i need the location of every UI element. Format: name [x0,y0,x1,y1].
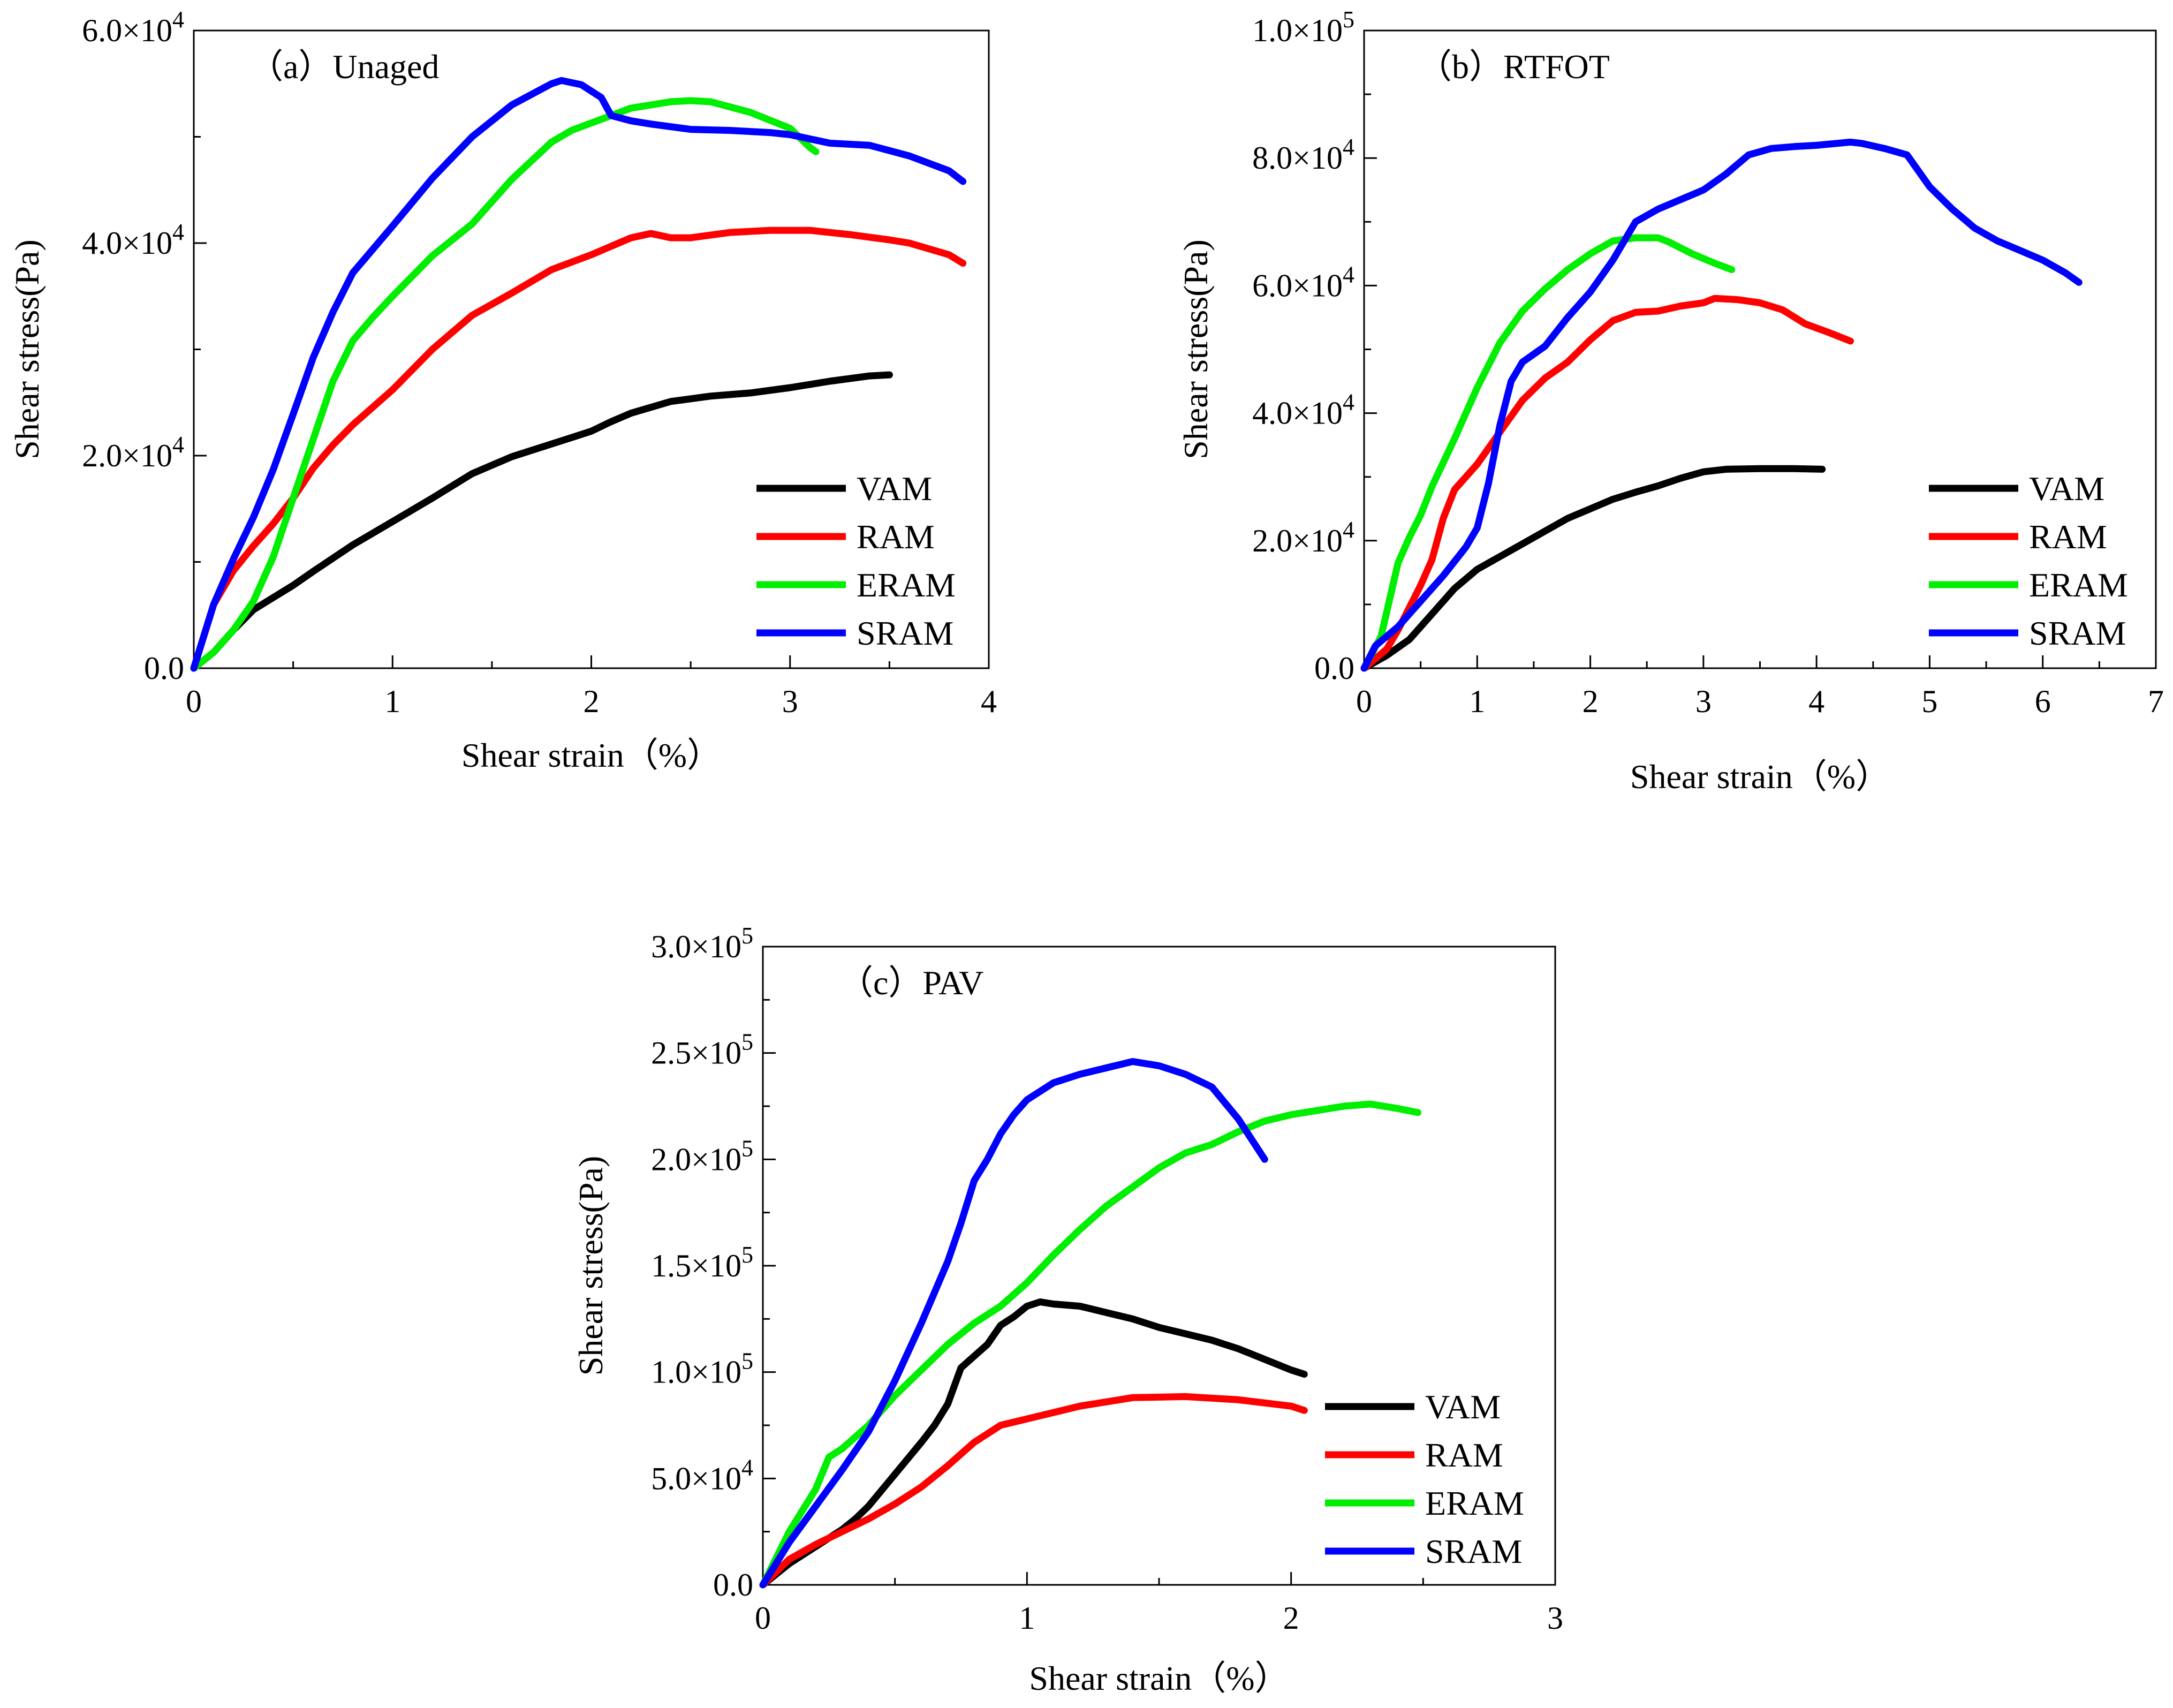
series-line-ram [1360,294,1854,672]
x-axis-title: Shear strain（%） [1630,758,1890,796]
legend-label-eram: ERAM [857,566,956,604]
y-tick-label: 0.0 [1314,651,1354,686]
legend-label-eram: ERAM [1425,1484,1524,1522]
y-tick-label: 1.0×105 [651,1348,753,1390]
legend-label-sram: SRAM [1425,1532,1522,1570]
y-tick-label: 4.0×104 [1252,389,1354,431]
x-tick-label: 3 [1547,1600,1563,1636]
x-tick-label: 3 [1695,684,1712,719]
x-tick-label: 1 [384,684,400,719]
y-axis-title: Shear stress(Pa) [572,1156,610,1376]
panel-title: （a）Unaged [249,48,439,86]
panel-title: （b）RTFOT [1418,48,1610,86]
y-tick-label: 2.0×104 [82,432,184,473]
series-line-eram [190,97,820,672]
series-line-sram [190,77,967,672]
x-tick-label: 1 [1469,684,1485,719]
x-tick-label: 2 [1583,684,1599,719]
y-tick-label: 4.0×104 [82,219,184,261]
series-line-ram [759,1393,1308,1589]
series-line-sram [1360,138,2083,672]
legend-label-vam: VAM [1425,1388,1501,1426]
y-tick-label: 2.0×105 [651,1135,753,1177]
x-axis-title: Shear strain（%） [461,736,721,774]
x-tick-label: 4 [1808,684,1824,719]
y-tick-label: 6.0×104 [82,6,184,48]
series-line-eram [1360,234,1736,672]
panel-title: （c）PAV [839,964,983,1002]
panel-rtfot: 0 1 2 3 4 5 6 7 0.0 2.0×104 4.0×104 6.0×104 8.0×104 1… [1177,6,2164,796]
y-tick-label: 1.0×105 [1252,6,1354,48]
legend-label-sram: SRAM [2029,614,2126,652]
x-tick-label: 0 [1356,684,1372,719]
series-line-vam [190,371,893,672]
y-tick-label: 8.0×104 [1252,134,1354,176]
y-axis-title: Shear stress(Pa) [1177,239,1215,459]
x-tick-label: 1 [1019,1600,1035,1636]
x-axis-title: Shear strain（%） [1029,1659,1289,1697]
x-tick-label: 4 [981,684,997,719]
y-tick-label: 5.0×104 [651,1454,753,1496]
series-line-eram [759,1100,1421,1589]
y-tick-label: 1.5×105 [651,1242,753,1283]
x-tick-label: 7 [2148,684,2164,719]
legend-label-sram: SRAM [857,614,953,652]
legend-label-ram: RAM [857,518,935,556]
series-line-ram [190,226,967,672]
y-tick-label: 0.0 [144,651,184,686]
x-tick-label: 5 [1921,684,1937,719]
y-tick-label: 2.5×105 [651,1029,753,1071]
y-tick-label: 3.0×105 [651,923,753,964]
legend-label-vam: VAM [2029,470,2104,508]
series-line-sram [759,1058,1268,1589]
x-tick-label: 6 [2035,684,2051,719]
legend-label-vam: VAM [857,470,932,508]
y-axis-title: Shear stress(Pa) [8,239,46,459]
legend-label-ram: RAM [2029,518,2107,556]
x-tick-label: 2 [584,684,600,719]
y-tick-label: 2.0×104 [1252,517,1354,558]
y-tick-label: 0.0 [713,1567,753,1603]
legend-label-ram: RAM [1425,1436,1503,1474]
series-line-vam [1360,465,1826,672]
legend-label-eram: ERAM [2029,566,2128,604]
x-tick-label: 2 [1283,1600,1299,1636]
y-tick-label: 6.0×104 [1252,261,1354,303]
panel-pav: 0 1 2 3 0.0 5.0×104 1.0×105 1.5×105 2.0×105 2.5×1… [572,923,1563,1697]
x-tick-label: 3 [782,684,798,719]
panel-unaged: 0 1 2 3 4 0.0 2.0×104 4.0×104 6.0×104 Shear strai… [8,6,997,774]
x-tick-label: 0 [755,1600,771,1636]
series-line-vam [759,1298,1308,1589]
x-tick-label: 0 [186,684,202,719]
